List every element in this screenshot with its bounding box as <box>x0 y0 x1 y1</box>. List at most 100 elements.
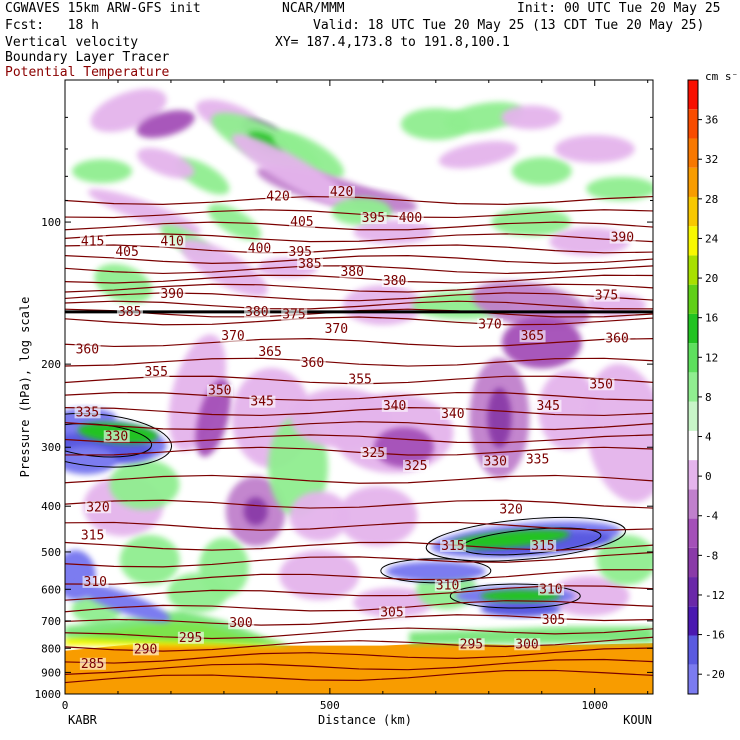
theta-label: 285 <box>81 657 104 672</box>
colorbar-swatch <box>688 547 698 578</box>
x-tick-label: 0 <box>62 699 69 712</box>
x-tick-label: 1000 <box>581 699 608 712</box>
theta-label-bg <box>265 190 292 203</box>
theta-label-bg <box>289 216 316 229</box>
theta-label-bg <box>524 453 551 466</box>
colorbar-frame <box>687 79 699 695</box>
theta-label: 405 <box>115 245 138 260</box>
theta-label: 315 <box>81 528 104 543</box>
theta-label: 385 <box>298 257 321 272</box>
tracer-contour <box>425 517 626 562</box>
theta-label: 305 <box>542 613 565 628</box>
theta-isoline <box>65 658 653 675</box>
theta-label-bg <box>74 343 101 356</box>
colorbar-unit: cm s⁻¹ <box>705 70 740 83</box>
theta-label: 345 <box>250 395 273 410</box>
theta-label-bg <box>535 399 562 412</box>
colorbar-swatch <box>688 284 698 314</box>
x-axis-label: Distance (km) <box>318 713 412 727</box>
theta-label: 320 <box>499 503 522 518</box>
colorbar-swatch <box>688 430 698 461</box>
theta-isoline <box>65 209 653 219</box>
theta-isoline <box>65 551 653 568</box>
theta-label-bg <box>482 455 509 468</box>
theta-label-bg <box>287 245 314 258</box>
theta-label-bg <box>440 539 467 552</box>
theta-label-bg <box>440 407 467 420</box>
colorbar: 36 32 28 24 20 16 12 8 4 0 -4 -8 -12 -16 -20 <box>687 79 725 695</box>
theta-isoline <box>65 434 653 444</box>
field-boundary-layer-tracer: Boundary Layer Tracer <box>5 50 170 65</box>
theta-label: 400 <box>248 241 271 256</box>
theta-label-bg <box>257 345 284 358</box>
plot-frame <box>64 79 654 695</box>
theta-isoline <box>65 274 653 284</box>
theta-isoline <box>65 233 653 243</box>
theta-label-bg <box>397 212 424 225</box>
theta-isoline <box>65 499 653 509</box>
theta-isoline <box>65 316 653 326</box>
y-tick-label: 1000 <box>35 688 62 701</box>
theta-label: 400 <box>399 211 422 226</box>
colorbar-swatch <box>688 606 698 636</box>
theta-isoline <box>65 421 653 431</box>
theta-label-bg <box>360 212 387 225</box>
x-start-station: KABR <box>68 713 98 727</box>
theta-label: 380 <box>245 305 268 320</box>
theta-label: 370 <box>478 317 501 332</box>
theta-label: 345 <box>536 399 559 414</box>
theta-label: 340 <box>441 407 464 422</box>
theta-label-bg <box>360 447 387 460</box>
colorbar-swatch <box>688 313 698 344</box>
colorbar-swatch <box>688 518 698 548</box>
theta-label: 335 <box>526 453 549 468</box>
theta-label: 370 <box>221 329 244 344</box>
theta-label: 325 <box>404 459 427 474</box>
colorbar-tick-label: 36 <box>705 114 718 127</box>
theta-isoline <box>65 283 653 293</box>
theta-label: 310 <box>84 575 107 590</box>
theta-label: 305 <box>380 605 403 620</box>
y-tick-label: 800 <box>41 642 61 655</box>
theta-isoline <box>65 446 653 456</box>
theta-label-bg <box>207 384 234 397</box>
theta-label: 360 <box>301 356 324 371</box>
theta-isoline <box>65 569 653 585</box>
theta-label: 290 <box>134 642 157 657</box>
theta-label: 405 <box>290 215 313 230</box>
theta-label: 390 <box>611 231 634 246</box>
theta-label-bg <box>143 366 170 379</box>
theta-isoline <box>65 300 653 310</box>
y-tick-label: 200 <box>41 358 61 371</box>
theta-label-bg <box>159 288 186 301</box>
y-axis-label: Pressure (hPa), log scale <box>18 297 32 478</box>
theta-isoline <box>65 636 653 652</box>
y-tick-label: 500 <box>41 546 61 559</box>
theta-label-bg <box>609 231 636 244</box>
colorbar-swatch <box>688 196 698 227</box>
colorbar-swatch <box>688 401 698 431</box>
theta-label-bg <box>540 613 567 626</box>
theta-label: 380 <box>340 265 363 280</box>
theta-label-bg <box>514 638 541 651</box>
theta-isoline <box>65 338 653 348</box>
colorbar-tick-label: -4 <box>705 510 719 523</box>
theta-label: 420 <box>266 189 289 204</box>
colorbar-swatch <box>688 343 698 373</box>
axes: 0 500 1000 100 200 300 400 500 600 700 800 900 1000 <box>35 80 653 712</box>
theta-label: 315 <box>441 539 464 554</box>
field-potential-temperature: Potential Temperature <box>5 65 170 80</box>
theta-label-bg <box>132 643 159 656</box>
y-tick-label: 400 <box>41 500 61 513</box>
theta-isoline <box>65 221 653 231</box>
theta-label: 310 <box>436 578 459 593</box>
x-tick-label: 500 <box>320 699 340 712</box>
theta-isoline <box>65 357 653 367</box>
theta-label-bg <box>249 395 276 408</box>
theta-isoline <box>65 647 653 664</box>
colorbar-swatch <box>688 226 698 256</box>
theta-isoline <box>65 627 653 640</box>
colorbar-tick-label: 24 <box>705 232 719 245</box>
colorbar-tick-label: 12 <box>705 351 718 364</box>
